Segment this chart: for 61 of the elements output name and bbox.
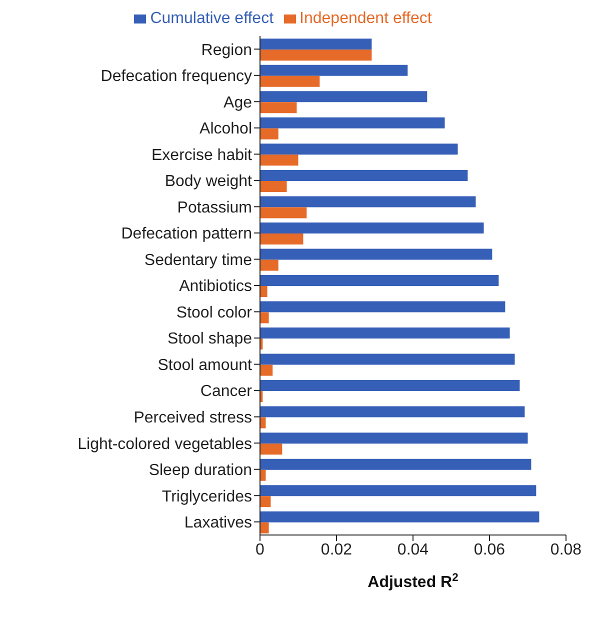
y-tick-label: Region — [201, 42, 252, 59]
x-tick-label: 0.02 — [320, 541, 352, 558]
bar — [260, 485, 536, 496]
bar — [260, 50, 372, 61]
bar — [260, 328, 510, 339]
bar — [260, 207, 307, 218]
y-tick-label: Defecation pattern — [121, 226, 252, 243]
bar — [260, 522, 269, 534]
y-tick-label: Sedentary time — [144, 252, 252, 269]
bar — [260, 117, 445, 128]
bar — [260, 38, 372, 50]
y-tick-label: Body weight — [164, 173, 253, 190]
y-tick-label: Perceived stress — [134, 409, 252, 426]
bar — [260, 102, 297, 114]
bar — [260, 260, 278, 271]
y-tick-label: Cancer — [200, 383, 253, 400]
y-tick-label: Sleep duration — [148, 462, 252, 480]
y-tick-label: Stool shape — [167, 330, 252, 348]
y-tick-label: Age — [224, 94, 252, 112]
bar — [260, 406, 525, 418]
y-tick-label: Triglycerides — [162, 488, 252, 506]
bar — [260, 222, 484, 234]
x-tick-label: 0.06 — [474, 541, 506, 558]
bar — [260, 432, 528, 444]
bar — [260, 64, 408, 76]
bar — [260, 248, 492, 260]
bar — [260, 91, 428, 102]
y-tick-label: Potassium — [177, 199, 252, 216]
legend-label: Independent effect — [300, 10, 432, 27]
y-tick-label: Laxatives — [184, 514, 252, 532]
bar — [260, 233, 304, 244]
bar — [260, 128, 278, 140]
bar — [260, 380, 520, 392]
bar — [260, 496, 271, 508]
bar — [260, 170, 468, 181]
legend-label: Cumulative effect — [150, 10, 274, 27]
y-tick-label: Defecation frequency — [100, 68, 252, 86]
y-tick-label: Antibiotics — [179, 278, 252, 296]
x-axis-title: Adjusted R$^{2}$ — [368, 572, 458, 591]
bar — [260, 364, 273, 376]
bar — [260, 76, 320, 87]
bar — [260, 511, 540, 522]
bar — [260, 154, 298, 166]
bar — [260, 354, 515, 365]
y-tick-label: Alcohol — [200, 120, 252, 138]
y-tick-label: Exercise habit — [152, 146, 253, 164]
bar — [260, 180, 287, 192]
x-tick-label: 0 — [256, 541, 265, 558]
y-tick-label: Light-colored vegetables — [78, 436, 252, 453]
bar — [260, 144, 458, 155]
x-tick-label: 0.04 — [397, 541, 429, 558]
bar — [260, 312, 269, 324]
bar — [260, 274, 499, 286]
y-tick-label: Stool amount — [158, 356, 253, 374]
x-tick-label: 0.08 — [550, 541, 582, 558]
bar — [260, 301, 506, 312]
bar — [260, 286, 268, 297]
bar — [260, 196, 476, 208]
bar — [260, 458, 532, 470]
bar — [260, 444, 282, 455]
y-tick-label: Stool color — [176, 304, 253, 322]
